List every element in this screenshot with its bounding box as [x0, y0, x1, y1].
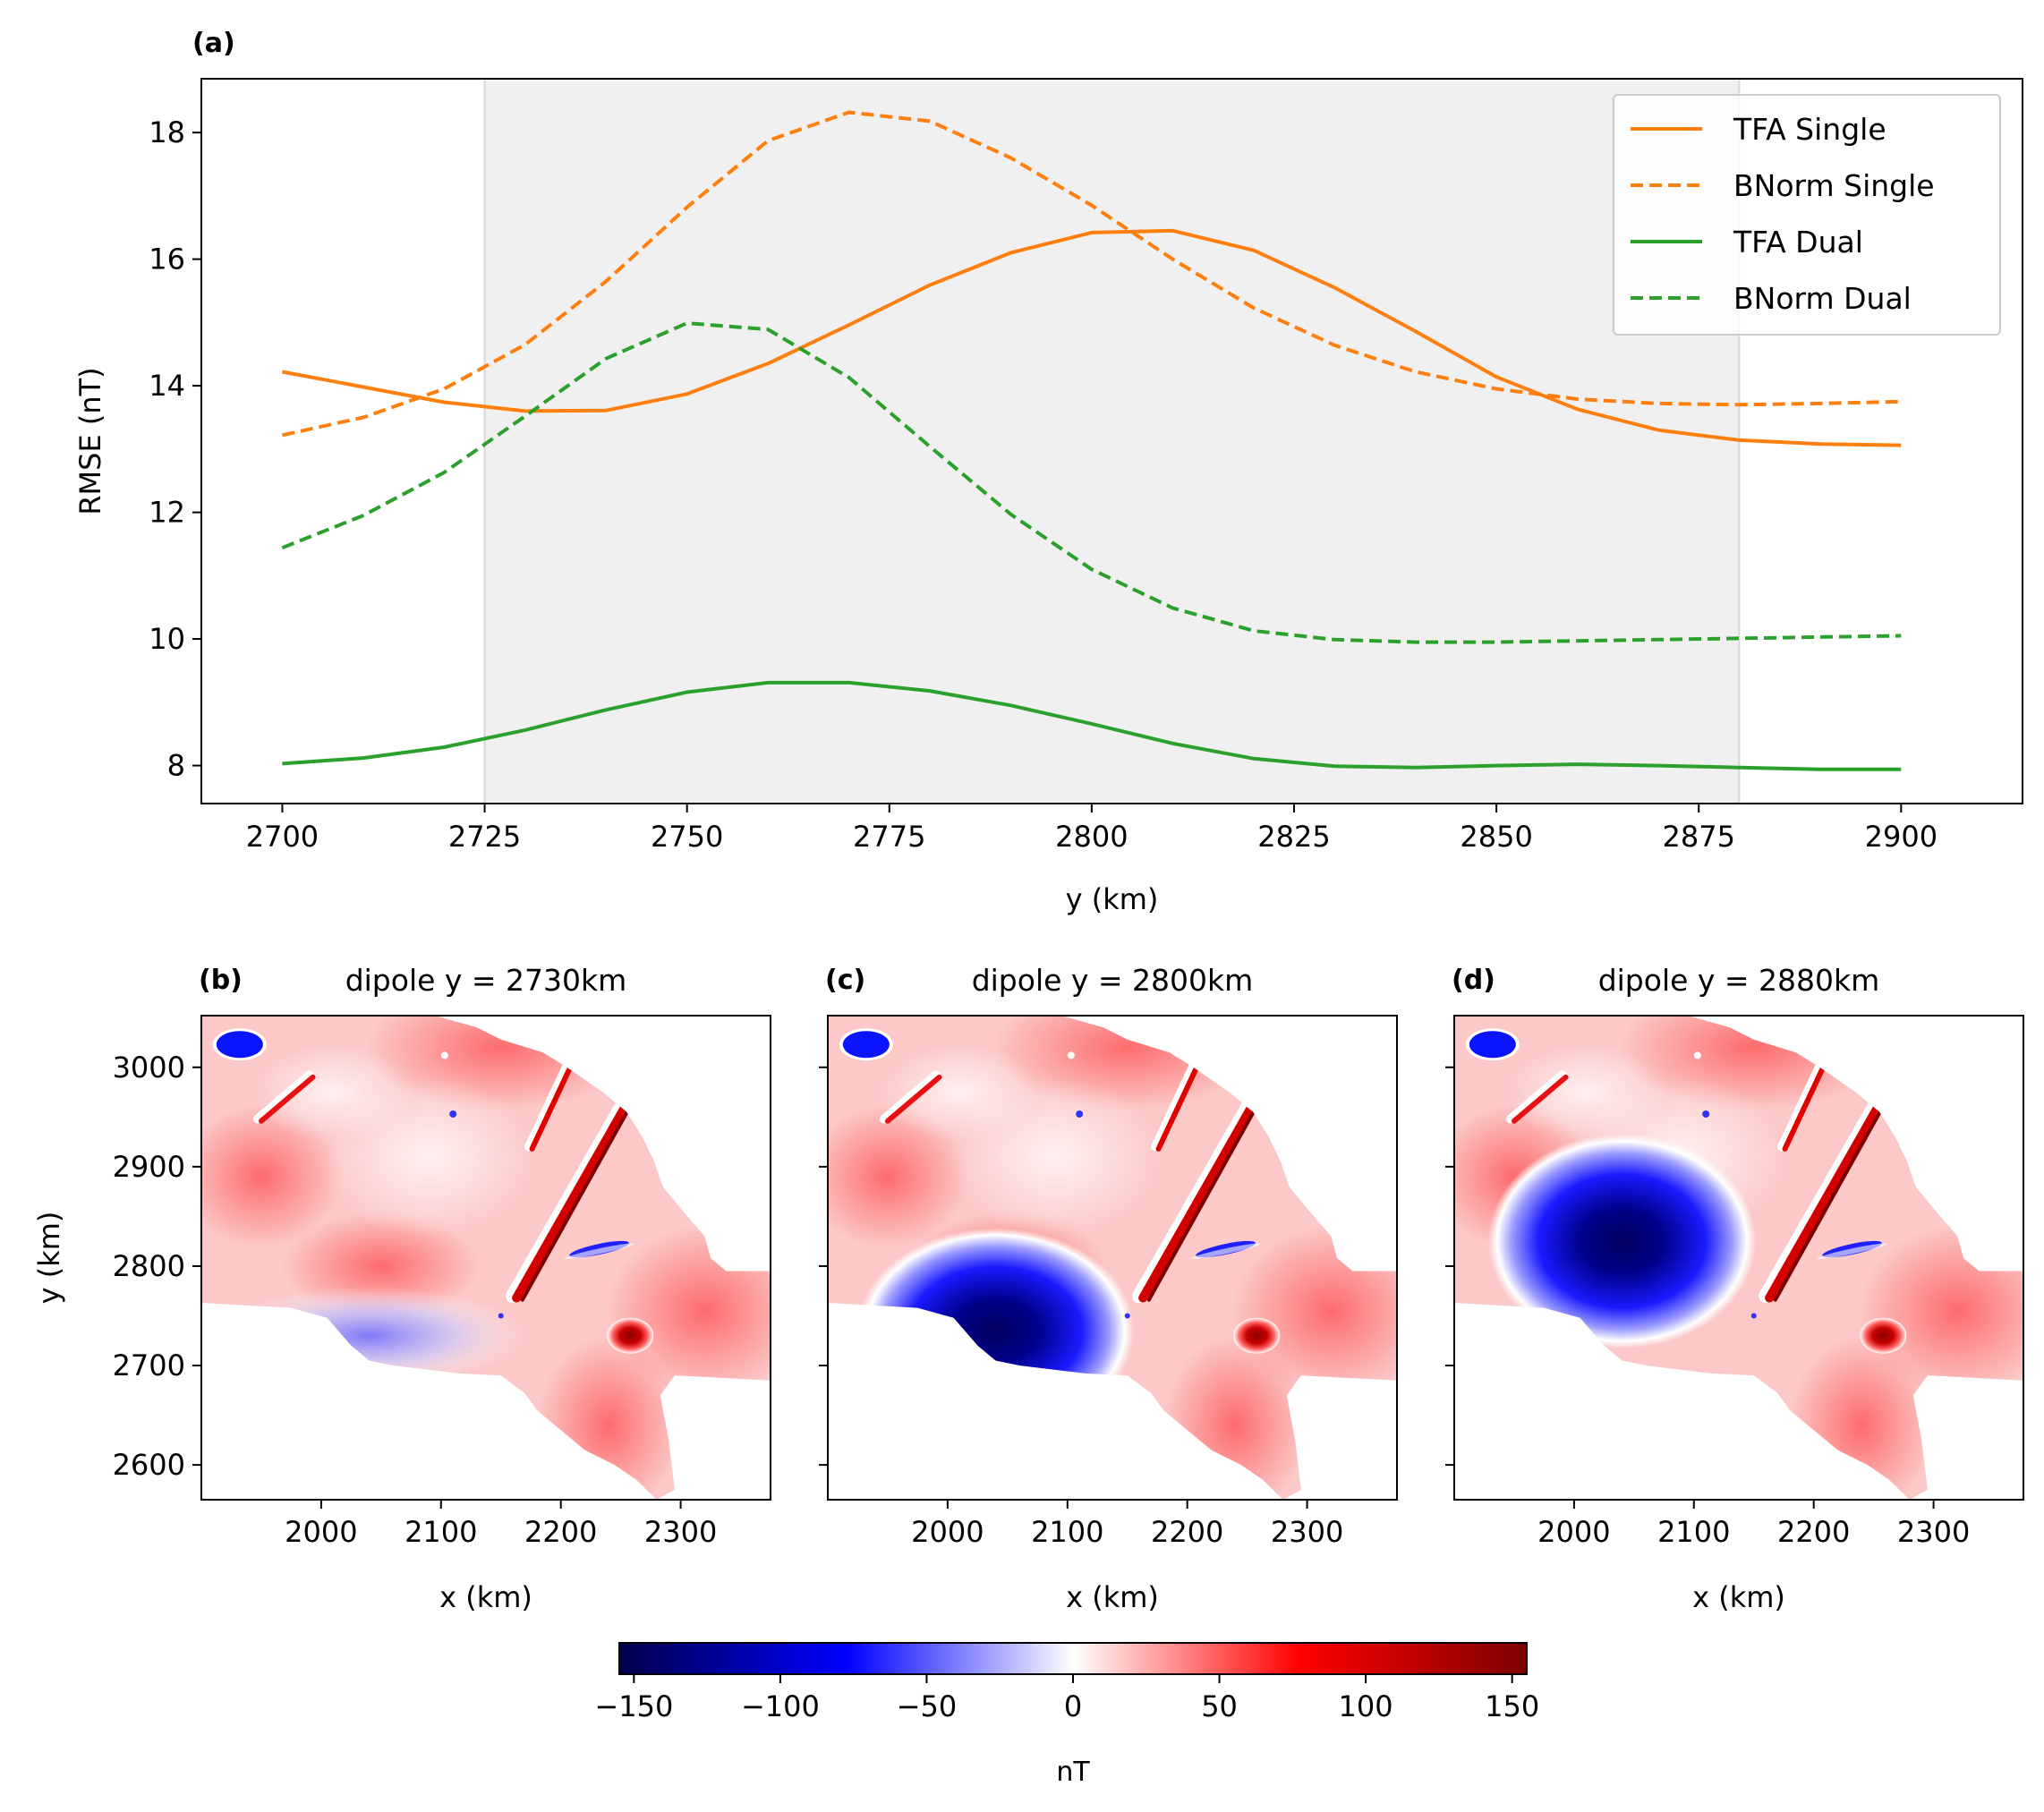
axes-frame: [200, 78, 2023, 804]
panel-label-a: (a): [192, 28, 235, 59]
colorbar-gradient: [618, 1642, 1528, 1675]
x-tick-label: 2850: [1460, 820, 1532, 854]
y-tick-label: 18: [149, 115, 185, 149]
colorbar-tick-label: 100: [1339, 1689, 1393, 1723]
series-line-tfa-dual: [282, 680, 1902, 771]
x-tick-label: 2000: [1537, 1515, 1610, 1549]
panel-title: dipole y = 2800km: [972, 963, 1254, 998]
legend-label: TFA Single: [1733, 112, 1886, 147]
x-tick-label: 2300: [1897, 1515, 1970, 1549]
map-panel-c: 2000 2100 2200 2300 (c) dipole y = 2800km x (k…: [819, 963, 1398, 1614]
map-frame: [827, 1015, 1398, 1501]
x-tick-label: 2100: [405, 1515, 477, 1549]
shaded-region: [484, 79, 1740, 804]
colorbar-tick-label: 150: [1485, 1689, 1539, 1723]
colorbar-label: nT: [1056, 1757, 1090, 1788]
dipole-anomaly: [212, 1286, 526, 1385]
dipole-anomaly: [856, 1228, 1135, 1434]
x-tick-label: 2900: [1865, 820, 1938, 854]
x-tick-label: 2200: [524, 1515, 597, 1549]
y-axis-label: RMSE (nT): [73, 367, 107, 515]
colorbar-tick-label: −100: [741, 1689, 820, 1723]
x-tick-label: 2200: [1151, 1515, 1223, 1549]
legend-label: TFA Dual: [1733, 225, 1863, 259]
magnetic-field-map: [1454, 1016, 2023, 1500]
x-axis-label: x (km): [439, 1580, 532, 1614]
x-axis-label: y (km): [1066, 882, 1159, 916]
y-tick-label: 2600: [113, 1448, 185, 1482]
x-tick-label: 2750: [651, 820, 723, 854]
x-tick-label: 2000: [911, 1515, 984, 1549]
panel-title: dipole y = 2730km: [345, 963, 627, 998]
x-tick-label: 2100: [1657, 1515, 1730, 1549]
colorbar-tick-label: 0: [1064, 1689, 1082, 1723]
y-tick-label: 12: [149, 496, 185, 530]
x-tick-label: 2775: [853, 820, 925, 854]
colorbar-tick-label: 50: [1201, 1689, 1238, 1723]
map-frame: [200, 1015, 771, 1501]
x-axis-label: x (km): [1692, 1580, 1785, 1614]
magnetic-field-map: [201, 1016, 771, 1500]
x-axis-label: x (km): [1066, 1580, 1159, 1614]
series-line-tfa-single: [282, 228, 1902, 447]
colorbar-ticks: −150 −100 −50 0 50 100 150: [594, 1674, 1539, 1723]
x-tick-label: 2300: [644, 1515, 717, 1549]
colorbar-tick-label: −150: [594, 1689, 673, 1723]
x-tick-label: 2000: [285, 1515, 357, 1549]
panel-a-line-chart: 2700 2725 2750 2775 2800 2825 2850 2875 2900 8 10…: [73, 28, 2023, 916]
x-tick-label: 2725: [448, 820, 521, 854]
x-tick-label: 2100: [1031, 1515, 1103, 1549]
y-axis-ticks: 8 10 12 14 16 18: [149, 115, 201, 783]
panel-label: (d): [1452, 965, 1495, 996]
series-line-bnorm-single: [281, 110, 1902, 438]
x-axis-ticks: 2700 2725 2750 2775 2800 2825 2850 2875 2900: [246, 804, 1938, 854]
legend-box: [1613, 94, 2001, 336]
y-tick-label: 14: [149, 369, 185, 403]
legend-label: BNorm Dual: [1733, 281, 1912, 316]
magnetic-field-map: [828, 1016, 1397, 1500]
x-tick-label: 2700: [246, 820, 319, 854]
panel-title: dipole y = 2880km: [1598, 963, 1880, 998]
x-tick-label: 2300: [1271, 1515, 1343, 1549]
legend-label: BNorm Single: [1733, 168, 1935, 203]
series-lines: [281, 110, 1902, 771]
dipole-anomaly: [1487, 1134, 1757, 1349]
map-panels: 2000 2100 2200 2300 2600 2700 2800 2900 3000 (b) d…: [32, 963, 2024, 1614]
panel-label: (c): [825, 965, 865, 996]
y-axis-label: y (km): [32, 1212, 66, 1305]
colorbar: −150 −100 −50 0 50 100 150 nT: [594, 1642, 1539, 1788]
legend: TFA Single BNorm Single TFA Dual BNorm Dual: [1613, 94, 2001, 336]
y-tick-label: 10: [149, 622, 185, 656]
map-panel-b: 2000 2100 2200 2300 2600 2700 2800 2900 3000 (b) d…: [32, 963, 771, 1614]
x-tick-label: 2800: [1055, 820, 1128, 854]
y-tick-label: 8: [167, 749, 185, 783]
x-tick-label: 2825: [1257, 820, 1330, 854]
map-frame: [1453, 1015, 2024, 1501]
y-tick-label: 2900: [113, 1150, 185, 1184]
y-tick-label: 2700: [113, 1348, 185, 1382]
x-tick-label: 2200: [1777, 1515, 1850, 1549]
colorbar-tick-label: −50: [897, 1689, 958, 1723]
x-tick-label: 2875: [1663, 820, 1735, 854]
y-tick-label: 3000: [113, 1051, 185, 1085]
y-tick-label: 2800: [113, 1249, 185, 1283]
panel-label: (b): [199, 965, 243, 996]
series-line-bnorm-dual: [281, 321, 1902, 644]
map-panel-d: 2000 2100 2200 2300 (d) dipole y = 2880km x (k…: [1445, 963, 2024, 1614]
y-tick-label: 16: [149, 242, 185, 276]
